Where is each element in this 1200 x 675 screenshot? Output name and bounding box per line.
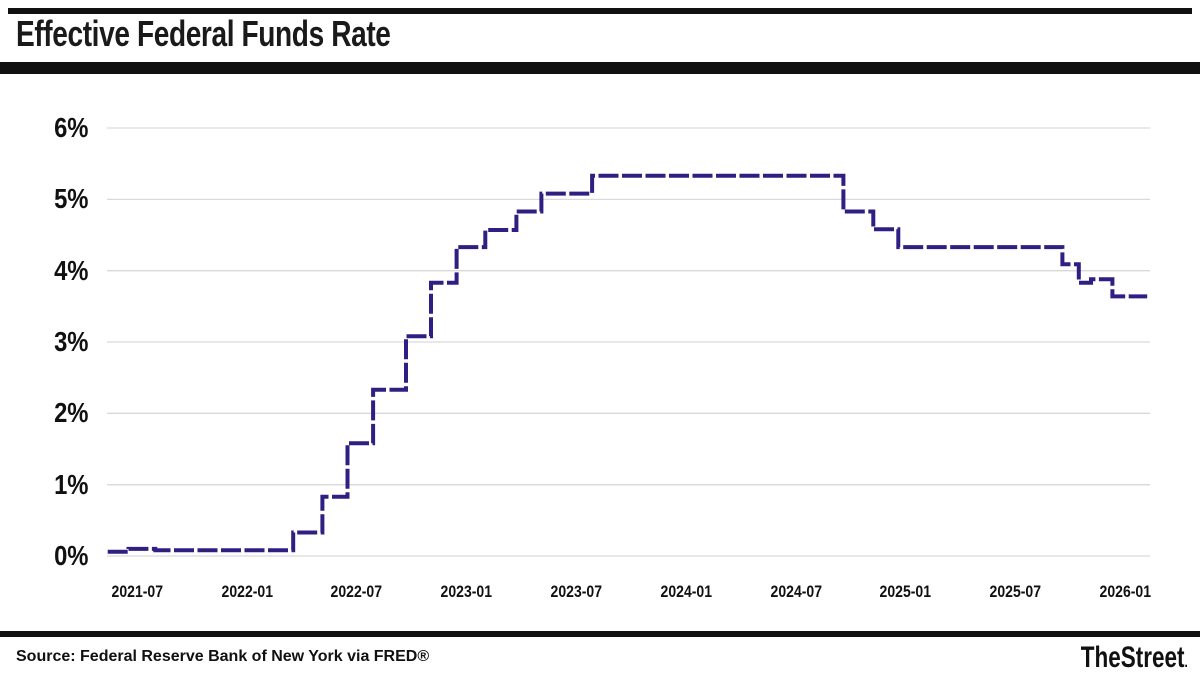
y-axis-label: 4%: [28, 254, 88, 286]
y-axis-label: 0%: [28, 541, 88, 571]
gridlines: [107, 127, 1150, 557]
footer-rule: [0, 631, 1200, 637]
y-axis-label-text: 1%: [53, 468, 88, 500]
x-axis-label-text: 2022-01: [221, 583, 273, 601]
x-axis-label: 2023-07: [534, 583, 618, 602]
x-axis-label: 2025-07: [973, 583, 1057, 602]
x-axis-label-text: 2021-07: [111, 583, 163, 601]
y-axis-label-text: 5%: [53, 183, 88, 215]
x-axis-label-text: 2024-01: [660, 583, 712, 601]
y-axis-label-text: 3%: [53, 326, 88, 357]
x-axis-label: 2026-01: [1083, 583, 1167, 602]
x-axis-label: 2022-01: [205, 583, 289, 602]
thestreet-logo-text: TheStreet: [1080, 641, 1185, 674]
x-axis-label-text: 2023-01: [440, 583, 493, 601]
x-axis-label: 2024-07: [754, 583, 838, 602]
y-axis-label-text: 4%: [53, 254, 88, 286]
y-axis-label-text: 0%: [53, 540, 88, 571]
x-axis-label: 2024-01: [644, 583, 728, 602]
x-axis-label-text: 2024-07: [770, 583, 822, 601]
x-axis-label-text: 2023-07: [550, 583, 602, 601]
y-axis-label: 2%: [28, 398, 88, 428]
thestreet-logo: TheStreet.: [1045, 641, 1188, 675]
chart-title-text: Effective Federal Funds Rate: [16, 13, 391, 54]
x-axis-label-text: 2025-07: [989, 583, 1042, 601]
source-note: Source: Federal Reserve Bank of New York…: [16, 648, 430, 665]
x-axis-label-text: 2022-07: [330, 583, 383, 601]
y-axis-label: 6%: [28, 113, 88, 143]
y-axis-label: 1%: [28, 468, 88, 500]
title-divider-rule: [0, 62, 1200, 74]
top-rule: [8, 8, 1192, 14]
y-axis-label: 3%: [28, 327, 88, 357]
x-axis-label-text: 2025-01: [879, 583, 932, 601]
x-axis-label: 2025-01: [864, 583, 948, 602]
thestreet-logo-period: .: [1184, 654, 1188, 671]
x-axis-label: 2023-01: [424, 583, 508, 602]
effr-line: [107, 173, 1148, 554]
chart-title: Effective Federal Funds Rate: [16, 13, 496, 59]
x-axis-label: 2022-07: [315, 583, 399, 602]
y-axis-label: 5%: [28, 184, 88, 214]
x-axis-label: 2021-07: [95, 583, 179, 602]
y-axis-label-text: 6%: [53, 112, 88, 144]
y-axis-label-text: 2%: [53, 397, 88, 429]
x-axis-label-text: 2026-01: [1099, 583, 1151, 601]
